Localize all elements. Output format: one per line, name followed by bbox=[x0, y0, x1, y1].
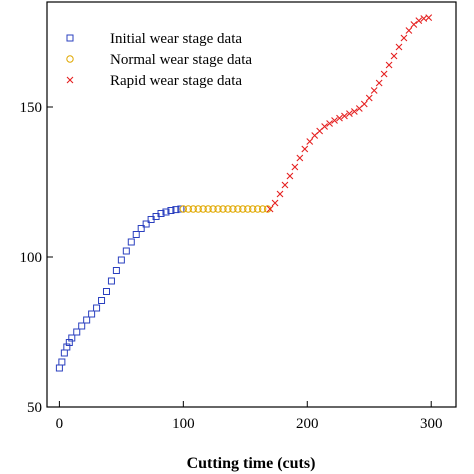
data-point bbox=[380, 70, 388, 78]
data-point bbox=[385, 61, 393, 69]
data-point bbox=[291, 163, 299, 171]
data-point bbox=[253, 205, 262, 213]
data-point bbox=[281, 181, 289, 189]
data-point bbox=[375, 79, 383, 87]
data-point bbox=[360, 100, 368, 108]
data-point bbox=[204, 205, 212, 213]
data-point bbox=[224, 205, 232, 213]
data-point bbox=[177, 205, 185, 213]
data-point bbox=[336, 114, 343, 122]
y-tick-label: 100 bbox=[20, 250, 43, 266]
data-point bbox=[229, 205, 237, 213]
series-1 bbox=[55, 205, 185, 372]
data-point bbox=[249, 205, 257, 213]
data-point bbox=[132, 231, 140, 238]
data-point bbox=[68, 334, 76, 342]
data-point bbox=[341, 112, 348, 120]
data-point bbox=[122, 247, 130, 255]
data-point bbox=[258, 205, 267, 213]
data-point bbox=[219, 205, 227, 213]
data-point bbox=[244, 205, 252, 213]
data-point bbox=[73, 328, 81, 336]
legend-marker bbox=[66, 55, 74, 63]
data-point bbox=[405, 27, 413, 34]
data-point bbox=[83, 316, 91, 324]
data-point bbox=[184, 205, 192, 213]
data-point bbox=[271, 199, 279, 207]
data-point bbox=[142, 220, 150, 228]
data-point bbox=[425, 14, 433, 21]
data-point bbox=[321, 123, 329, 130]
legend-marker bbox=[66, 76, 74, 84]
data-point bbox=[306, 138, 314, 145]
data-point bbox=[167, 207, 175, 214]
y-tick-label: 150 bbox=[20, 100, 43, 116]
series-3 bbox=[266, 14, 433, 213]
data-point bbox=[107, 277, 115, 285]
x-tick-label: 200 bbox=[296, 416, 319, 432]
data-point bbox=[127, 238, 135, 246]
data-point bbox=[214, 205, 222, 213]
data-point bbox=[179, 205, 188, 213]
data-point bbox=[63, 343, 71, 351]
legend-label: Normal wear stage data bbox=[110, 52, 252, 68]
data-point bbox=[346, 110, 353, 117]
x-axis-title: Cutting time (cuts) bbox=[187, 455, 316, 472]
data-point bbox=[370, 87, 378, 94]
plot-area bbox=[46, 1, 457, 408]
data-point bbox=[194, 205, 202, 213]
data-point bbox=[93, 304, 101, 312]
data-point bbox=[239, 205, 247, 213]
data-point bbox=[326, 120, 333, 127]
data-point bbox=[58, 358, 66, 366]
data-point bbox=[112, 267, 120, 274]
data-point bbox=[390, 52, 398, 60]
data-point bbox=[415, 17, 423, 24]
data-point bbox=[157, 210, 165, 217]
data-point bbox=[199, 205, 207, 213]
data-point bbox=[395, 43, 403, 51]
data-point bbox=[189, 205, 197, 213]
data-point bbox=[286, 172, 294, 180]
data-point bbox=[276, 190, 284, 198]
data-point bbox=[301, 145, 309, 153]
data-point bbox=[209, 205, 217, 213]
legend-marker bbox=[66, 34, 74, 42]
legend-label: Rapid wear stage data bbox=[110, 73, 242, 89]
data-points bbox=[55, 14, 433, 372]
axis-ticks: 0 100 200 300 50 100 150 bbox=[20, 100, 443, 432]
data-point bbox=[65, 339, 73, 346]
data-point bbox=[172, 206, 180, 214]
x-tick-label: 300 bbox=[420, 416, 443, 432]
data-point bbox=[88, 310, 96, 318]
data-point bbox=[234, 205, 242, 213]
data-point bbox=[410, 21, 418, 28]
data-point bbox=[350, 108, 358, 115]
x-tick-label: 0 bbox=[56, 416, 64, 432]
legend-label: Initial wear stage data bbox=[110, 31, 242, 47]
data-point bbox=[78, 322, 86, 330]
data-point bbox=[400, 34, 408, 42]
data-point bbox=[102, 288, 110, 295]
data-point bbox=[365, 94, 373, 102]
x-tick-label: 100 bbox=[172, 416, 195, 432]
y-tick-label: 50 bbox=[27, 400, 42, 416]
data-point bbox=[117, 256, 125, 264]
data-point bbox=[296, 154, 304, 162]
data-point bbox=[98, 297, 106, 304]
data-point bbox=[331, 117, 338, 124]
legend: Initial wear stage data Normal wear stage… bbox=[66, 31, 252, 89]
data-point bbox=[137, 225, 145, 232]
series-2 bbox=[179, 205, 272, 213]
data-point bbox=[162, 208, 170, 216]
data-point bbox=[266, 205, 274, 213]
